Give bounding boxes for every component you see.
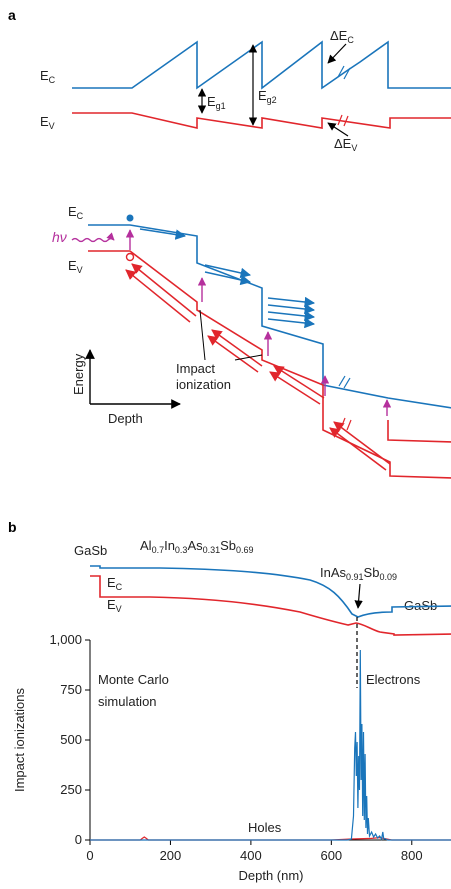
impact-break-c1 bbox=[338, 375, 346, 387]
hole-arrow-2a bbox=[207, 335, 259, 373]
sim-valence-band bbox=[90, 575, 451, 636]
impact-ec-label: EC bbox=[68, 204, 84, 221]
hole-arrow-1a bbox=[125, 269, 191, 323]
photon-label: hν bbox=[52, 229, 67, 245]
sim-conduction-band bbox=[90, 565, 451, 618]
impact-label-1: Impact bbox=[176, 361, 215, 376]
top-ev-label: EV bbox=[40, 114, 55, 131]
eg2-label: Eg2 bbox=[258, 88, 277, 105]
electron-arrow-1 bbox=[139, 228, 187, 240]
top-ec-label: EC bbox=[40, 68, 56, 85]
series-line-electrons bbox=[90, 649, 451, 841]
material-labels: GaSb Al0.7In0.3As0.31Sb0.69 InAs0.91Sb0.… bbox=[74, 538, 437, 614]
hole-arrow-3a bbox=[269, 371, 321, 405]
impact-break-c2 bbox=[343, 377, 351, 389]
series-lines bbox=[90, 649, 451, 841]
top-break-mark-c1 bbox=[337, 65, 345, 78]
hole-arrow-4a bbox=[329, 427, 387, 471]
hole-dot bbox=[125, 252, 135, 262]
energy-axis-label: Energy bbox=[71, 353, 86, 395]
electron-arrow-3d bbox=[267, 317, 316, 329]
impact-label-2: ionization bbox=[176, 377, 231, 392]
eg1-label: Eg1 bbox=[207, 94, 226, 111]
electron-arrow-2a bbox=[204, 264, 252, 279]
x-axis-title: Depth (nm) bbox=[238, 868, 303, 883]
barrier-material-label: Al0.7In0.3As0.31Sb0.69 bbox=[140, 538, 254, 555]
x-tick-label: 400 bbox=[240, 848, 262, 863]
y-tick-label: 750 bbox=[60, 682, 82, 697]
x-tick-label: 200 bbox=[160, 848, 182, 863]
electron-dot bbox=[126, 214, 134, 222]
x-tick-label: 600 bbox=[320, 848, 342, 863]
electron-arrow-3c bbox=[267, 310, 316, 322]
delta-ev-label: ΔEV bbox=[334, 136, 357, 153]
sim-ec-label: EC bbox=[107, 575, 123, 592]
impact-ev-label: EV bbox=[68, 258, 83, 275]
y-axis-title: Impact ionizations bbox=[12, 687, 27, 792]
top-break-mark-v2 bbox=[343, 115, 349, 127]
y-ticks: 0 250 500 750 1,000 bbox=[49, 632, 90, 847]
impact-pointer-2 bbox=[234, 354, 263, 361]
gasb-right-label: GaSb bbox=[404, 598, 437, 613]
sim-band-edges bbox=[90, 565, 451, 688]
delta-ec-arrow bbox=[327, 43, 347, 64]
impact-ionization-chart: 0 250 500 750 1,000 0 200 400 600 800 Impact ion… bbox=[12, 632, 451, 883]
electrons-label: Electrons bbox=[366, 672, 421, 687]
electron-arrow-2b bbox=[204, 271, 252, 286]
photon-wave bbox=[71, 232, 115, 243]
hole-arrow-2b bbox=[211, 329, 263, 367]
impact-break-v2 bbox=[346, 419, 352, 431]
top-conduction-band bbox=[72, 40, 451, 90]
band-diagram-top: Eg1 Eg2 ΔEC ΔEV EC EV bbox=[40, 28, 451, 153]
gasb-left-label: GaSb bbox=[74, 543, 107, 558]
holes-label: Holes bbox=[248, 820, 282, 835]
impact-pointer-1 bbox=[199, 309, 206, 361]
depth-axis-label: Depth bbox=[108, 411, 143, 426]
delta-ec-label: ΔEC bbox=[330, 28, 354, 45]
electron-arrow-3b bbox=[267, 303, 316, 315]
hole-arrow-3b bbox=[273, 365, 325, 399]
hole-arrow-1b bbox=[131, 263, 197, 317]
y-tick-label: 500 bbox=[60, 732, 82, 747]
sim-ev-label: EV bbox=[107, 597, 122, 614]
impact-conduction-band bbox=[88, 224, 451, 409]
impact-break-v1 bbox=[340, 417, 346, 429]
y-tick-label: 250 bbox=[60, 782, 82, 797]
x-tick-label: 800 bbox=[401, 848, 423, 863]
x-tick-label: 0 bbox=[86, 848, 93, 863]
electron-arrow-3a bbox=[267, 296, 316, 308]
top-break-mark-c2 bbox=[343, 67, 351, 80]
top-valence-band bbox=[72, 112, 451, 130]
sim-label-1: Monte Carlo bbox=[98, 672, 169, 687]
band-diagram-impact: hν Impact ionization Energy D bbox=[52, 204, 451, 479]
well-material-label: InAs0.91Sb0.09 bbox=[320, 565, 397, 582]
delta-ev-arrow bbox=[327, 122, 349, 137]
panel-b-label: b bbox=[8, 519, 17, 535]
y-tick-label: 0 bbox=[75, 832, 82, 847]
impact-valence-step bbox=[387, 420, 451, 443]
sim-label-2: simulation bbox=[98, 694, 157, 709]
impact-valence-band bbox=[88, 250, 451, 479]
well-pointer-arrow bbox=[354, 583, 363, 609]
hole-arrow-4b bbox=[333, 421, 391, 465]
x-ticks: 0 200 400 600 800 bbox=[86, 840, 423, 863]
y-tick-label: 1,000 bbox=[49, 632, 82, 647]
top-break-mark-v1 bbox=[337, 114, 343, 126]
panel-a-label: a bbox=[8, 7, 16, 23]
